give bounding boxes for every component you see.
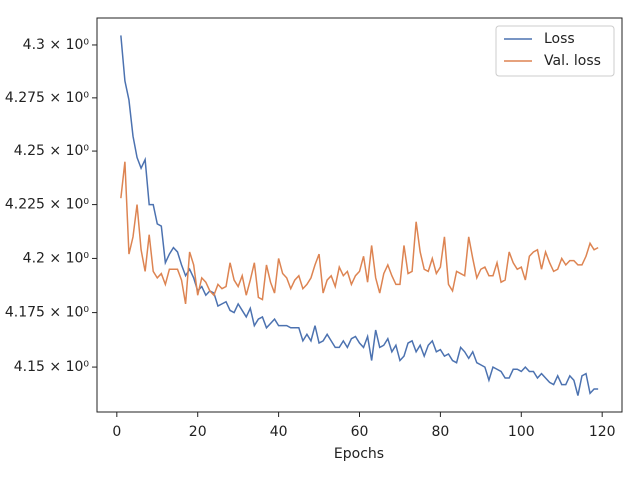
- y-tick-label: 4.225 × 10⁰: [5, 197, 90, 213]
- x-tick-label: 60: [351, 424, 369, 440]
- line-series: [120, 161, 599, 305]
- y-tick-label: 4.25 × 10⁰: [14, 143, 90, 159]
- legend-label: Loss: [544, 31, 575, 47]
- x-tick-label: 80: [431, 424, 449, 440]
- x-tick-label: 40: [270, 424, 288, 440]
- legend-label: Val. loss: [544, 53, 601, 69]
- x-tick-label: 0: [112, 424, 121, 440]
- x-axis-label: Epochs: [334, 446, 384, 462]
- y-tick-label: 4.275 × 10⁰: [5, 90, 90, 106]
- x-tick-label: 20: [189, 424, 207, 440]
- y-tick-label: 4.175 × 10⁰: [5, 305, 90, 321]
- y-tick-label: 4.3 × 10⁰: [23, 37, 90, 53]
- plot-frame: [96, 17, 623, 413]
- x-tick-label: 120: [589, 424, 616, 440]
- line-series: [120, 35, 599, 396]
- x-tick-label: 100: [508, 424, 535, 440]
- y-tick-label: 4.2 × 10⁰: [23, 250, 90, 266]
- y-tick-label: 4.15 × 10⁰: [14, 359, 90, 375]
